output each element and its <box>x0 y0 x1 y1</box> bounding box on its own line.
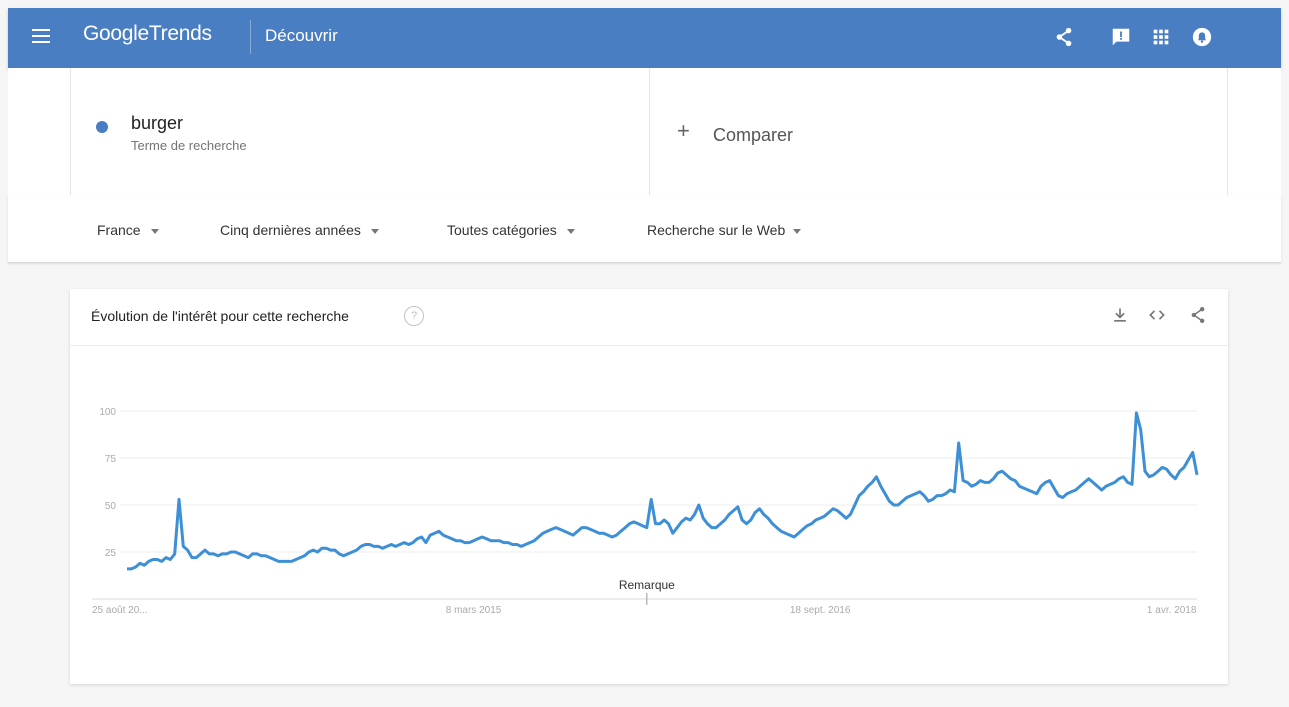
app-header: GoogleTrends Découvrir <box>8 8 1281 68</box>
interest-over-time-card: Évolution de l'intérêt pour cette recher… <box>70 289 1228 684</box>
compare-button[interactable]: + Comparer <box>649 68 1228 195</box>
region-dropdown[interactable]: France <box>97 222 159 238</box>
search-type-value: Recherche sur le Web <box>647 222 786 238</box>
search-term-type: Terme de recherche <box>131 138 247 153</box>
y-axis: 25 50 75 100 <box>99 407 116 559</box>
caret-down-icon <box>150 228 159 234</box>
y-tick-label: 100 <box>99 407 116 418</box>
chart-series <box>127 411 1199 571</box>
share-icon[interactable] <box>1053 26 1075 48</box>
region-value: France <box>97 222 141 238</box>
chart-annotation: Remarque <box>619 578 675 605</box>
card-title: Évolution de l'intérêt pour cette recher… <box>91 308 349 324</box>
period-value: Cinq dernières années <box>220 222 361 238</box>
annotation-label[interactable]: Remarque <box>619 578 675 592</box>
download-icon[interactable] <box>1110 305 1130 325</box>
card-header: Évolution de l'intérêt pour cette recher… <box>70 289 1228 346</box>
explore-link[interactable]: Découvrir <box>265 26 338 45</box>
help-icon[interactable]: ? <box>404 306 424 326</box>
x-tick-label: 18 sept. 2016 <box>790 605 851 616</box>
x-tick-label: 25 août 20... <box>92 605 148 616</box>
search-terms-panel: burger Terme de recherche + Comparer <box>8 68 1281 195</box>
y-tick-label: 75 <box>105 454 117 465</box>
search-term-card[interactable]: burger Terme de recherche <box>70 68 650 195</box>
x-tick-label: 8 mars 2015 <box>446 605 502 616</box>
x-axis: 25 août 20... 8 mars 2015 18 sept. 2016 1 a… <box>92 605 1197 616</box>
series-line-burger[interactable] <box>127 411 1199 571</box>
search-type-dropdown[interactable]: Recherche sur le Web <box>647 222 802 238</box>
embed-icon[interactable] <box>1147 305 1167 325</box>
y-tick-label: 50 <box>105 501 117 512</box>
logo-google: Google <box>83 22 149 45</box>
chart-grid <box>92 410 1197 600</box>
caret-down-icon <box>370 228 379 234</box>
notifications-icon[interactable] <box>1191 26 1213 48</box>
header-divider <box>250 20 251 54</box>
caret-down-icon <box>793 228 802 234</box>
google-trends-logo[interactable]: GoogleTrends <box>83 22 212 46</box>
apps-icon[interactable] <box>1150 26 1172 48</box>
x-tick-label: 1 avr. 2018 <box>1147 605 1197 616</box>
period-dropdown[interactable]: Cinq dernières années <box>220 222 379 238</box>
category-value: Toutes catégories <box>447 222 557 238</box>
compare-label: Comparer <box>713 125 794 145</box>
term-color-dot <box>96 121 108 133</box>
logo-trends: Trends <box>148 22 212 45</box>
feedback-icon[interactable] <box>1110 26 1132 48</box>
plus-icon: + <box>677 118 690 143</box>
category-dropdown[interactable]: Toutes catégories <box>447 222 575 238</box>
filter-bar: France Cinq dernières années Toutes caté… <box>8 195 1281 263</box>
share-icon[interactable] <box>1188 305 1208 325</box>
search-term-name: burger <box>131 113 184 133</box>
caret-down-icon <box>566 228 575 234</box>
interest-chart: 25 50 75 100 25 août 20... 8 mars 2015 18 sep… <box>92 407 1199 616</box>
y-tick-label: 25 <box>105 548 117 559</box>
menu-icon[interactable] <box>32 29 50 47</box>
